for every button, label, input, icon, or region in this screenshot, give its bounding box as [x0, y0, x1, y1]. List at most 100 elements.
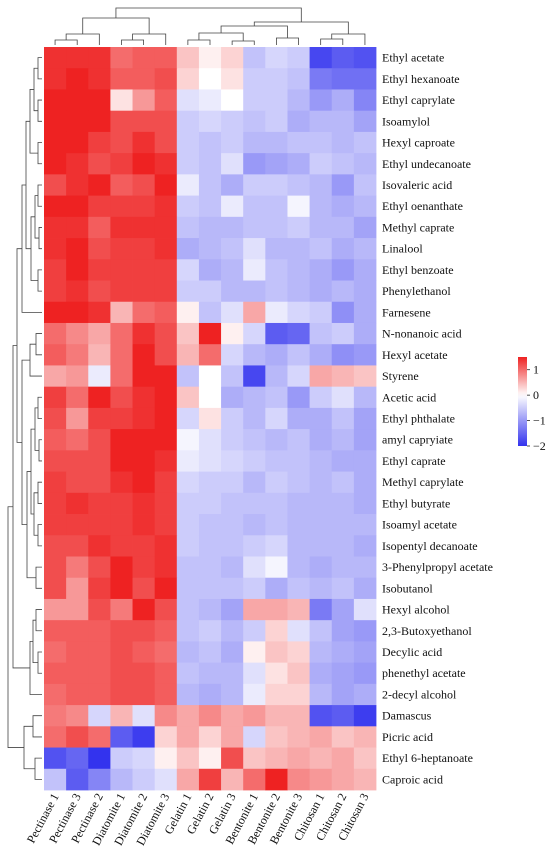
row-label: Ethyl caprate — [382, 454, 446, 468]
heatmap-cell — [353, 641, 377, 664]
heatmap-cell — [287, 153, 310, 175]
heatmap-cell — [176, 683, 200, 706]
heatmap-cell — [110, 641, 133, 664]
heatmap-cell — [309, 216, 333, 239]
heatmap-cell — [154, 322, 178, 345]
heatmap-cell — [154, 47, 178, 69]
heatmap-cell — [110, 68, 133, 90]
heatmap-cell — [110, 768, 133, 791]
heatmap-cell — [287, 322, 310, 345]
heatmap-cell — [198, 641, 222, 664]
heatmap-cell — [243, 471, 266, 494]
dendrogram-branch — [37, 524, 42, 547]
heatmap-cell — [132, 662, 156, 685]
heatmap-cell — [66, 407, 89, 430]
row-label: Ethyl butyrate — [382, 496, 450, 510]
heatmap-cell — [44, 726, 67, 748]
heatmap-cell — [198, 153, 222, 175]
heatmap-cell — [287, 662, 310, 685]
row-label: Styrene — [382, 369, 419, 383]
heatmap-cell — [176, 535, 200, 557]
heatmap-cell — [353, 259, 377, 281]
heatmap-cell — [287, 131, 310, 154]
row-label: Isovaleric acid — [382, 178, 452, 192]
heatmap-cell — [132, 641, 156, 664]
heatmap-cell — [353, 68, 377, 90]
heatmap-cell — [331, 47, 355, 69]
heatmap-cell — [221, 259, 244, 281]
heatmap-cell — [176, 216, 200, 239]
heatmap-cell — [309, 280, 333, 303]
row-label: Ethyl acetate — [382, 51, 444, 65]
heatmap-cell — [66, 577, 89, 600]
heatmap-cell — [265, 131, 288, 154]
heatmap-cell — [287, 577, 310, 600]
heatmap-cell — [154, 238, 178, 260]
heatmap-cell — [88, 110, 111, 133]
heatmap-cell — [66, 429, 89, 451]
heatmap-cell — [88, 174, 111, 196]
heatmap-cell — [331, 620, 355, 642]
heatmap-cell — [110, 280, 133, 303]
heatmap-cell — [44, 514, 67, 536]
heatmap-cell — [265, 641, 288, 664]
heatmap-cell — [44, 365, 67, 388]
heatmap-cell — [110, 577, 133, 600]
heatmap-cell — [44, 598, 67, 621]
heatmap-cell — [353, 556, 377, 579]
heatmap-cell — [198, 110, 222, 133]
heatmap-cell — [198, 726, 222, 748]
heatmap-cell — [66, 259, 89, 281]
heatmap-cell — [287, 429, 310, 451]
heatmap-cell — [88, 683, 111, 706]
heatmap-cell — [198, 429, 222, 451]
heatmap-cell — [309, 322, 333, 345]
heatmap-cell — [132, 768, 156, 791]
heatmap-cell — [132, 407, 156, 430]
heatmap-cell — [88, 238, 111, 260]
row-label: Hexyl acetate — [382, 348, 448, 362]
heatmap-cell — [243, 386, 266, 409]
heatmap-cell — [243, 620, 266, 642]
heatmap-cell — [176, 68, 200, 90]
heatmap-cell — [265, 407, 288, 430]
heatmap-cell — [132, 47, 156, 69]
heatmap-cell — [309, 68, 333, 90]
heatmap-cell — [44, 174, 67, 196]
heatmap-cell — [44, 641, 67, 664]
heatmap-cell — [287, 365, 310, 388]
heatmap-cell — [287, 492, 310, 515]
heatmap-cell — [221, 556, 244, 579]
dendrogram-branch — [37, 481, 42, 504]
row-label: 2,3-Butoxyethanol — [382, 624, 472, 638]
heatmap-cell — [176, 195, 200, 218]
heatmap-cell — [110, 216, 133, 239]
heatmap-cell — [265, 195, 288, 218]
heatmap-cell — [353, 535, 377, 557]
heatmap-cell — [287, 195, 310, 218]
heatmap-cell — [176, 726, 200, 748]
heatmap-cell — [176, 174, 200, 196]
row-label: Methyl caprylate — [382, 475, 464, 489]
heatmap-cell — [88, 705, 111, 727]
heatmap-cell — [176, 89, 200, 112]
heatmap-cell — [110, 131, 133, 154]
heatmap-cell — [243, 450, 266, 472]
heatmap-cell — [66, 365, 89, 388]
heatmap-cell — [221, 280, 244, 303]
heatmap-cell — [154, 577, 178, 600]
heatmap-cell — [132, 322, 156, 345]
heatmap-cell — [44, 195, 67, 218]
heatmap-cell — [154, 598, 178, 621]
heatmap-cell — [176, 407, 200, 430]
heatmap-cell — [331, 153, 355, 175]
heatmap-cell — [88, 322, 111, 345]
heatmap-cell — [265, 471, 288, 494]
heatmap-cell — [44, 322, 67, 345]
heatmap-cell — [132, 238, 156, 260]
heatmap-cell — [44, 683, 67, 706]
heatmap-cell — [110, 471, 133, 494]
heatmap-cell — [154, 535, 178, 557]
heatmap-cell — [132, 429, 156, 451]
